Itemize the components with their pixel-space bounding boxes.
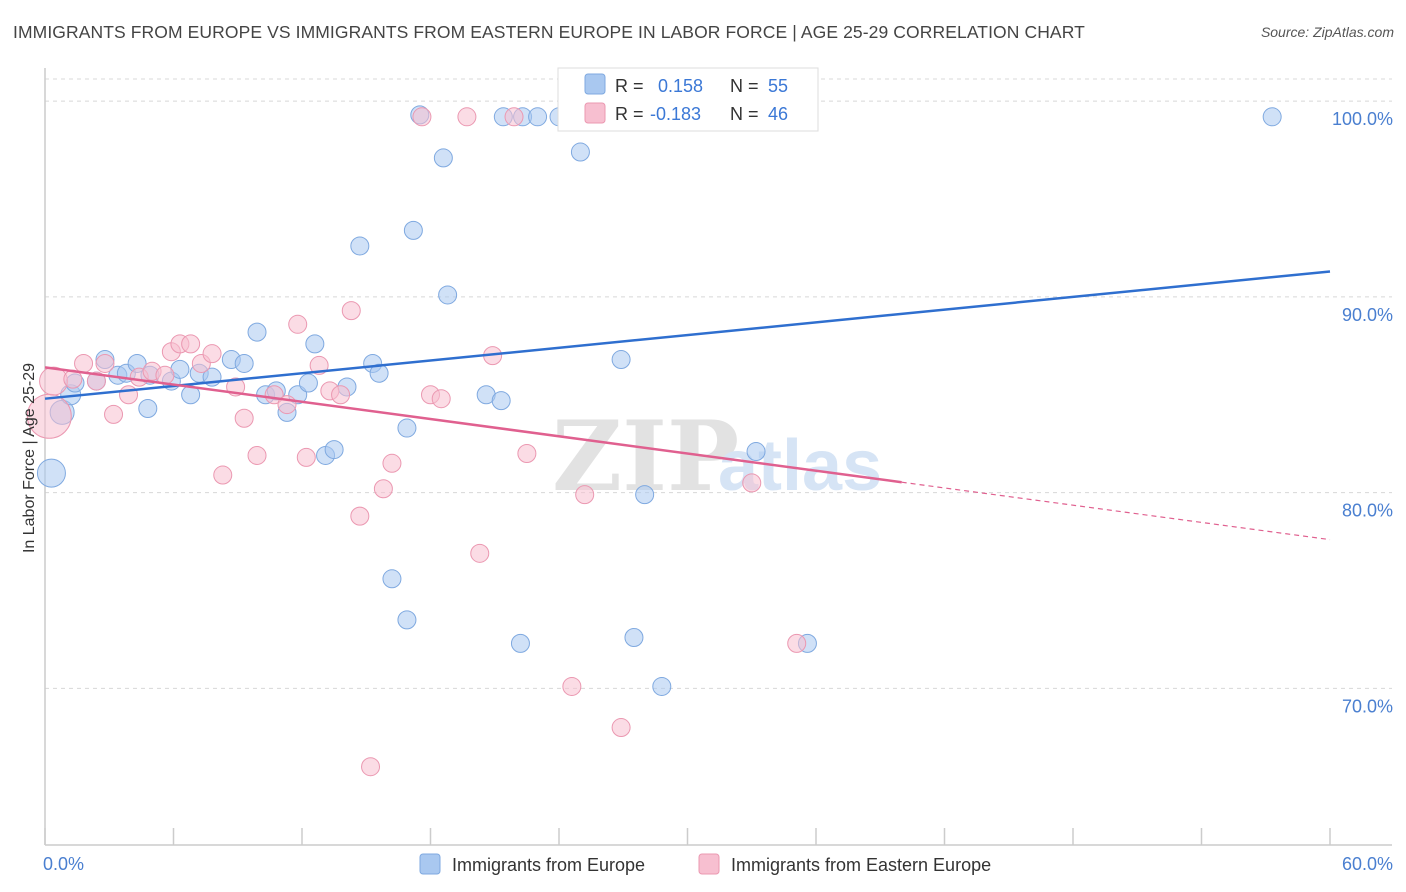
data-point bbox=[433, 148, 453, 168]
data-point bbox=[324, 440, 344, 460]
data-point bbox=[517, 444, 537, 463]
watermark-atlas: atlas bbox=[718, 426, 882, 506]
data-point bbox=[611, 718, 631, 738]
data-point bbox=[570, 142, 590, 162]
data-point bbox=[350, 506, 370, 526]
data-point bbox=[562, 676, 582, 696]
data-point bbox=[298, 373, 318, 393]
trend-line-eastern-europe-extrapolated bbox=[901, 481, 1331, 541]
data-point bbox=[331, 385, 351, 405]
data-point bbox=[397, 610, 417, 630]
data-point bbox=[138, 398, 158, 418]
data-point bbox=[104, 404, 124, 424]
stats-r-value-eastern-europe: -0.183 bbox=[650, 104, 701, 124]
data-point bbox=[575, 485, 595, 505]
data-point bbox=[403, 220, 423, 240]
data-point bbox=[74, 353, 94, 373]
legend-swatch-eastern-europe bbox=[698, 853, 720, 875]
x-tick-label-max: 60.0% bbox=[1342, 854, 1393, 874]
x-tick-label-min: 0.0% bbox=[43, 854, 84, 874]
bottom-legend: Immigrants from Europe Immigrants from E… bbox=[419, 853, 991, 875]
data-point bbox=[611, 350, 631, 370]
data-point bbox=[397, 418, 417, 438]
data-point bbox=[382, 569, 402, 589]
data-point bbox=[431, 389, 451, 409]
data-point bbox=[36, 458, 66, 488]
stats-r-label-europe: R = bbox=[615, 76, 644, 96]
data-point bbox=[369, 363, 389, 383]
y-tick-label-90: 90.0% bbox=[1342, 305, 1393, 325]
y-tick-label-70: 70.0% bbox=[1342, 696, 1393, 716]
y-tick-label-100: 100.0% bbox=[1332, 109, 1393, 129]
data-point bbox=[470, 543, 490, 563]
data-point bbox=[296, 447, 316, 467]
data-point bbox=[504, 107, 524, 127]
data-point bbox=[181, 334, 201, 354]
stats-swatch-eastern-europe bbox=[584, 102, 606, 124]
data-point bbox=[787, 633, 807, 653]
stats-legend: R = 0.158 N = 55 R = -0.183 N = 46 bbox=[557, 67, 819, 132]
data-point bbox=[1262, 107, 1282, 127]
y-tick-label-80: 80.0% bbox=[1342, 501, 1393, 521]
data-point bbox=[95, 353, 115, 373]
data-point bbox=[382, 453, 402, 473]
trend-line-eastern-europe bbox=[44, 366, 902, 484]
data-point bbox=[491, 391, 511, 411]
data-point bbox=[234, 353, 254, 373]
data-point bbox=[742, 473, 762, 493]
gridlines bbox=[45, 78, 1392, 689]
legend-label-eastern-europe: Immigrants from Eastern Europe bbox=[731, 855, 991, 875]
data-point bbox=[746, 442, 766, 462]
data-point bbox=[119, 385, 139, 405]
trend-line-europe bbox=[44, 270, 1331, 400]
data-point bbox=[39, 366, 69, 396]
data-point bbox=[86, 371, 106, 391]
data-point bbox=[202, 344, 222, 364]
stats-n-label-europe: N = bbox=[730, 76, 759, 96]
data-point bbox=[457, 107, 477, 127]
data-point bbox=[305, 334, 325, 354]
data-point bbox=[528, 107, 548, 127]
data-point bbox=[361, 757, 381, 777]
chart-title: IMMIGRANTS FROM EUROPE VS IMMIGRANTS FRO… bbox=[13, 22, 1085, 42]
data-point bbox=[412, 107, 432, 127]
y-axis-label: In Labor Force | Age 25-29 bbox=[21, 363, 38, 553]
data-point bbox=[247, 322, 267, 342]
data-point bbox=[652, 676, 672, 696]
chart-source: Source: ZipAtlas.com bbox=[1260, 24, 1394, 40]
stats-n-value-europe: 55 bbox=[768, 76, 788, 96]
data-point bbox=[234, 408, 254, 428]
legend-label-europe: Immigrants from Europe bbox=[452, 855, 645, 875]
axes bbox=[44, 68, 1392, 846]
y-tick-labels: 70.0% 80.0% 90.0% 100.0% bbox=[1332, 109, 1393, 716]
data-point bbox=[624, 628, 644, 648]
data-point bbox=[247, 445, 267, 465]
data-point bbox=[341, 301, 361, 321]
stats-r-value-europe: 0.158 bbox=[658, 76, 703, 96]
legend-swatch-europe bbox=[419, 853, 441, 875]
stats-n-label-eastern-europe: N = bbox=[730, 104, 759, 124]
stats-r-label-eastern-europe: R = bbox=[615, 104, 644, 124]
trend-layer bbox=[44, 270, 1331, 541]
data-point bbox=[373, 479, 393, 499]
data-point bbox=[350, 236, 370, 256]
data-point bbox=[288, 314, 308, 334]
stats-swatch-europe bbox=[584, 73, 606, 95]
data-point bbox=[510, 633, 530, 653]
stats-n-value-eastern-europe: 46 bbox=[768, 104, 788, 124]
data-point bbox=[438, 285, 458, 305]
data-point bbox=[635, 485, 655, 505]
data-point bbox=[213, 465, 233, 485]
